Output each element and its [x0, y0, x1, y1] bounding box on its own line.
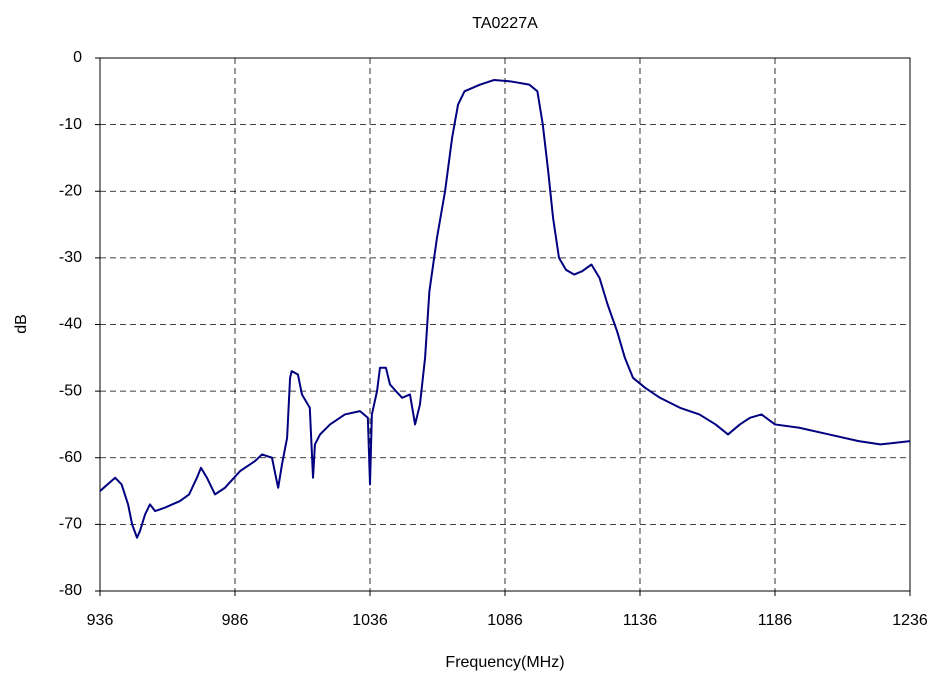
y-axis-label: dB: [13, 314, 30, 334]
x-axis-label: Frequency(MHz): [445, 654, 564, 671]
y-tick-label: -80: [59, 582, 82, 599]
y-tick-label: 0: [73, 49, 82, 66]
y-tick-label: -20: [59, 182, 82, 199]
y-tick-label: -30: [59, 249, 82, 266]
chart-title: TA0227A: [472, 15, 538, 32]
data-line: [99, 78, 911, 539]
y-tick-label: -40: [59, 316, 82, 333]
y-tick-label: -10: [59, 116, 82, 133]
x-tick-label: 1136: [623, 612, 658, 629]
y-tick-label: -50: [59, 382, 82, 399]
x-tick-label: 1186: [758, 612, 793, 629]
x-tick-label: 1036: [352, 612, 388, 629]
y-tick-label: -60: [59, 449, 82, 466]
x-tick-label: 986: [222, 612, 249, 629]
x-tick-label: 936: [87, 612, 114, 629]
y-tick-label: -70: [59, 516, 82, 533]
x-tick-label: 1236: [892, 612, 928, 629]
x-tick-label: 1086: [487, 612, 523, 629]
